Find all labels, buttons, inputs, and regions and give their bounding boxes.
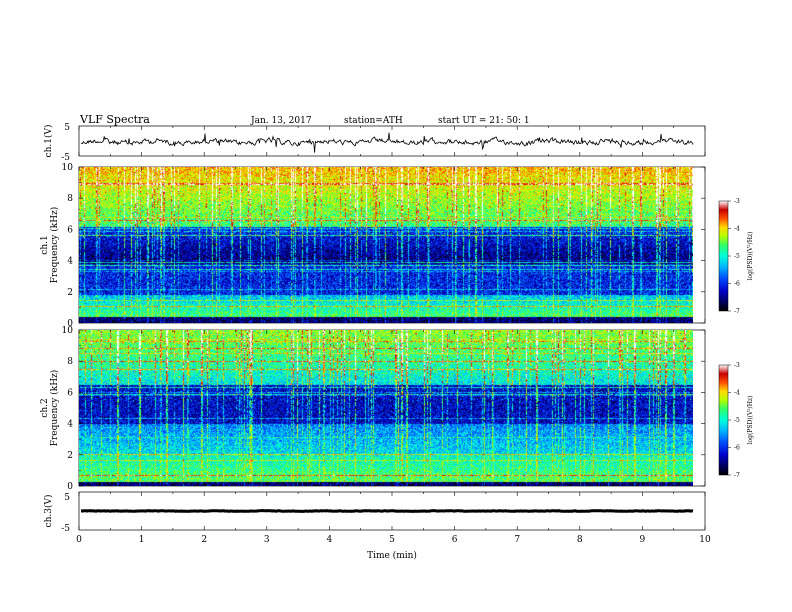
x-tick-label: 0: [76, 535, 82, 545]
ch1-spectrogram-yticks: 0 2 4 6 8 10: [62, 163, 705, 329]
ch3-xticks: 0 1 2 3 4 5 6 7 8 9 10: [76, 492, 711, 545]
x-tick-label: 6: [452, 535, 458, 545]
ch1-waveform-trace: [80, 132, 694, 153]
y-tick-label: 2: [67, 451, 73, 461]
ch1-spectrogram-xticks: [78, 167, 706, 323]
ch3-waveform-ylabel: ch.3(V): [43, 495, 54, 528]
x-tick-label: 8: [577, 535, 583, 545]
ch2-spectrogram-yticks: 0 2 4 6 8 10: [62, 326, 705, 492]
colorbar-tick-label: -7: [734, 308, 740, 315]
ch1-waveform-panel: 5 -5 ch.1(V): [43, 123, 706, 163]
y-tick-label: 4: [67, 420, 73, 430]
x-tick-label: 1: [139, 535, 145, 545]
colorbar-tick-label: -5: [734, 253, 740, 260]
ch1-ytick-bottom: -5: [61, 153, 70, 163]
ch2-spectrogram-image: [79, 330, 693, 486]
station-label: station=ATH: [344, 116, 403, 126]
x-tick-label: 5: [389, 535, 395, 545]
y-tick-label: 8: [67, 357, 73, 367]
ch1-spectrogram-ylabel-frequency: Frequency (kHz): [49, 207, 60, 284]
ch1-spectrogram-image: [79, 167, 693, 323]
ch1-colorbar-ticks: -3 -4 -5 -6 -7: [728, 198, 740, 315]
y-tick-label: 6: [67, 225, 73, 235]
colorbar-tick-label: -4: [734, 390, 740, 397]
date-label: Jan. 13, 2017: [250, 116, 312, 126]
y-tick-label: 0: [67, 482, 73, 492]
x-tick-label: 10: [699, 535, 711, 545]
colorbar-tick-label: -6: [734, 445, 740, 452]
ch3-ytick-top: 5: [64, 493, 70, 503]
ch1-colorbar: [718, 200, 729, 312]
y-tick-label: 0: [67, 319, 73, 329]
y-tick-label: 4: [67, 257, 73, 267]
ch2-spectrogram-ylabel-frequency: Frequency (kHz): [49, 370, 60, 447]
ch1-waveform-ylabel: ch.1(V): [43, 125, 54, 158]
figure-title: VLF Spectra: [79, 113, 150, 126]
ch3-waveform-panel: 5 -5 ch.3(V) 0 1 2 3 4 5 6 7 8 9 10 Time (min): [43, 491, 711, 561]
colorbar-tick-label: -3: [734, 198, 740, 205]
ch2-colorbar: [718, 364, 729, 476]
y-tick-label: 10: [62, 326, 74, 336]
ch2-colorbar-label: log(PSD)(V²/Hz): [747, 396, 754, 445]
ch2-colorbar-ticks: -3 -4 -5 -6 -7: [728, 362, 740, 479]
ch1-waveform-frame: [78, 125, 706, 157]
colorbar-tick-label: -7: [734, 472, 740, 479]
ch3-ytick-bottom: -5: [61, 524, 70, 534]
x-tick-label: 2: [201, 535, 207, 545]
y-tick-label: 6: [67, 388, 73, 398]
ch1-colorbar-label: log(PSD)(V²/Hz): [747, 232, 754, 281]
x-tick-label: 9: [640, 535, 646, 545]
y-tick-label: 8: [67, 194, 73, 204]
ch2-spectrogram-xticks: [78, 330, 706, 486]
x-tick-label: 4: [327, 535, 333, 545]
ch1-spectrogram-ylabel-channel: ch.1: [40, 235, 50, 254]
ch2-spectrogram-ylabel-channel: ch.2: [40, 398, 50, 417]
y-tick-label: 10: [62, 163, 74, 173]
ch1-xticks: [78, 126, 706, 156]
y-tick-label: 2: [67, 288, 73, 298]
colorbar-tick-label: -3: [734, 362, 740, 369]
start-ut-label: start UT = 21: 50: 1: [438, 116, 530, 126]
colorbar-tick-label: -4: [734, 226, 740, 233]
x-tick-label: 7: [514, 535, 520, 545]
x-tick-label: 3: [264, 535, 270, 545]
colorbar-tick-label: -5: [734, 417, 740, 424]
colorbar-tick-label: -6: [734, 281, 740, 288]
ch3-waveform-trace: [81, 508, 694, 513]
ch1-ytick-top: 5: [64, 123, 70, 133]
time-axis-label: Time (min): [367, 550, 417, 561]
